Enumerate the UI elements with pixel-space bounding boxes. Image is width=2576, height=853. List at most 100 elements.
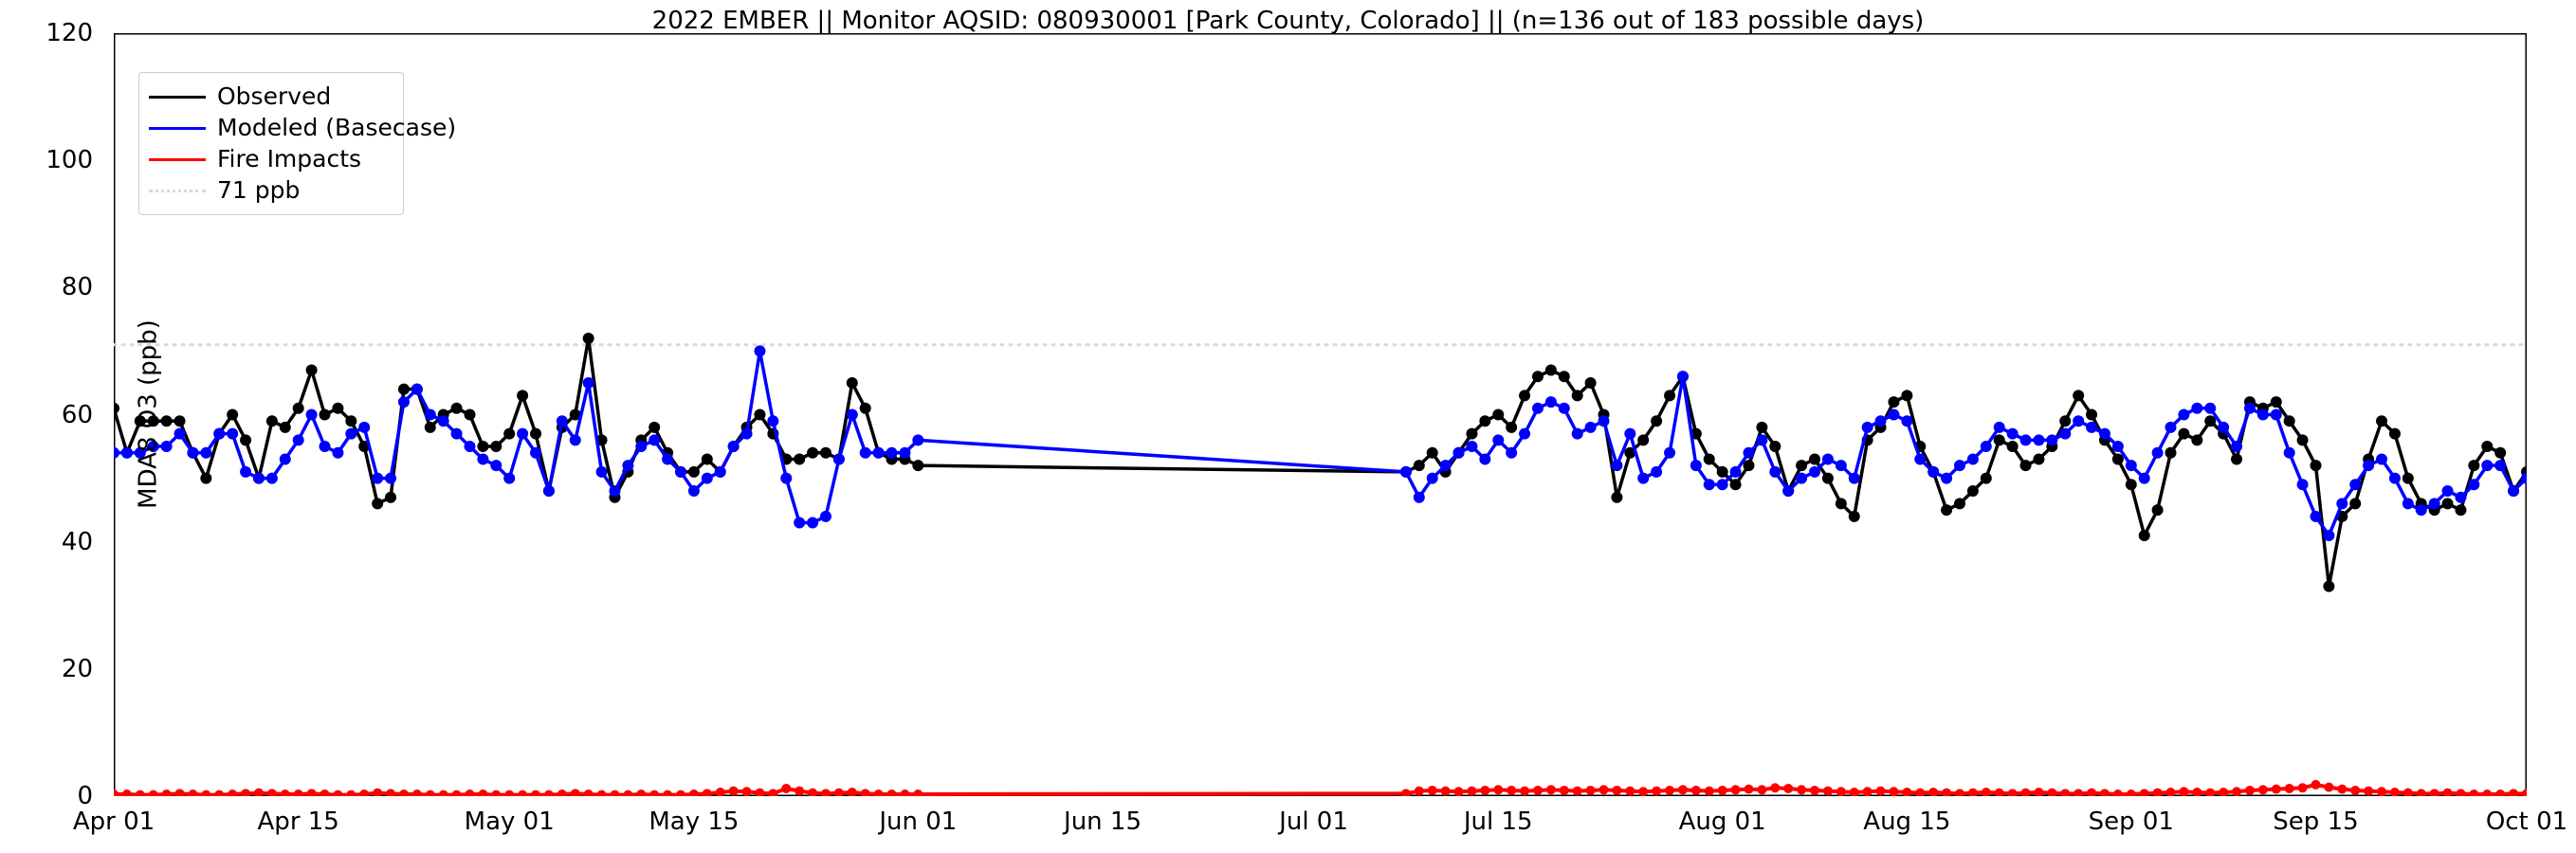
data-point (755, 788, 765, 796)
data-point (2469, 789, 2479, 796)
data-point (2019, 434, 2032, 446)
data-point (2219, 787, 2229, 796)
data-point (819, 510, 831, 522)
legend-item[interactable]: Modeled (Basecase) (149, 112, 456, 143)
data-point (2232, 787, 2242, 796)
data-point (2034, 787, 2044, 796)
data-point (135, 789, 145, 796)
data-point (1743, 446, 1755, 459)
data-point (397, 396, 410, 408)
data-point (688, 789, 699, 796)
data-point (2191, 402, 2203, 414)
data-point (1729, 479, 1742, 491)
data-point (1532, 785, 1543, 795)
data-point (1400, 789, 1411, 796)
data-point (1638, 787, 1649, 796)
data-point (2415, 504, 2427, 517)
data-point (1677, 785, 1688, 795)
data-point (346, 789, 356, 796)
data-point (1941, 504, 1953, 517)
data-point (795, 786, 805, 796)
data-point (425, 789, 435, 796)
data-point (1756, 434, 1768, 446)
data-point (2019, 460, 2032, 472)
legend-item[interactable]: Observed (149, 81, 393, 112)
data-point (1440, 786, 1451, 796)
data-point (1770, 783, 1781, 793)
data-point (556, 415, 568, 427)
data-point (2377, 787, 2387, 796)
plot-frame (114, 33, 2527, 796)
data-point (569, 408, 581, 421)
data-point (2349, 479, 2362, 491)
legend-swatch-solid-line-icon (149, 87, 206, 106)
data-point (886, 446, 898, 459)
data-point (1544, 364, 1557, 376)
data-point (2231, 453, 2243, 465)
data-point (424, 408, 436, 421)
series-line (114, 782, 2527, 796)
y-tick-label: 60 (61, 400, 93, 429)
data-point (2059, 427, 2072, 440)
data-point (464, 441, 476, 453)
data-point (702, 789, 712, 796)
data-point (292, 402, 304, 414)
data-point (2244, 785, 2255, 795)
data-point (332, 446, 344, 459)
data-point (2192, 787, 2202, 796)
data-point (1467, 786, 1477, 796)
y-tick-label: 20 (61, 654, 93, 683)
data-point (1599, 785, 1609, 795)
data-point (913, 789, 923, 796)
data-point (201, 789, 211, 796)
data-point (214, 789, 225, 796)
data-point (1822, 786, 1833, 796)
data-point (675, 465, 687, 478)
data-point (2257, 785, 2268, 795)
data-point (373, 788, 383, 796)
data-point (227, 408, 239, 421)
data-point (240, 434, 252, 446)
data-point (2481, 441, 2494, 453)
data-point (1980, 472, 1992, 484)
data-point (610, 789, 620, 796)
data-point (1861, 421, 1873, 433)
data-point (1520, 786, 1530, 796)
data-point (1743, 460, 1755, 472)
data-point (1492, 408, 1505, 421)
data-point (1690, 460, 1702, 472)
data-point (134, 446, 146, 459)
data-point (2125, 460, 2137, 472)
data-point (676, 789, 686, 796)
data-point (280, 789, 290, 796)
x-tick-label: May 01 (464, 808, 555, 836)
data-point (1493, 785, 1504, 795)
data-point (213, 427, 226, 440)
data-point (808, 788, 818, 796)
data-point (1835, 460, 1847, 472)
data-point (2151, 446, 2164, 459)
data-point (847, 787, 857, 796)
data-point (1544, 396, 1557, 408)
data-point (794, 453, 806, 465)
data-point (1612, 785, 1622, 795)
data-point (437, 415, 449, 427)
data-point (319, 408, 331, 421)
data-point (1665, 785, 1675, 795)
data-point (1531, 402, 1544, 414)
legend-item[interactable]: Fire Impacts (149, 143, 393, 174)
data-point (2455, 491, 2467, 503)
data-point (1427, 785, 1437, 795)
data-point (701, 472, 713, 484)
data-point (912, 434, 924, 446)
data-point (120, 446, 133, 459)
data-point (490, 460, 502, 472)
data-point (1492, 434, 1505, 446)
data-point (754, 345, 766, 357)
legend-item[interactable]: 71 ppb (149, 174, 393, 206)
data-point (1914, 453, 1927, 465)
data-point (121, 789, 132, 796)
data-point (1664, 390, 1676, 402)
data-point (160, 441, 173, 453)
data-point (1757, 785, 1767, 795)
